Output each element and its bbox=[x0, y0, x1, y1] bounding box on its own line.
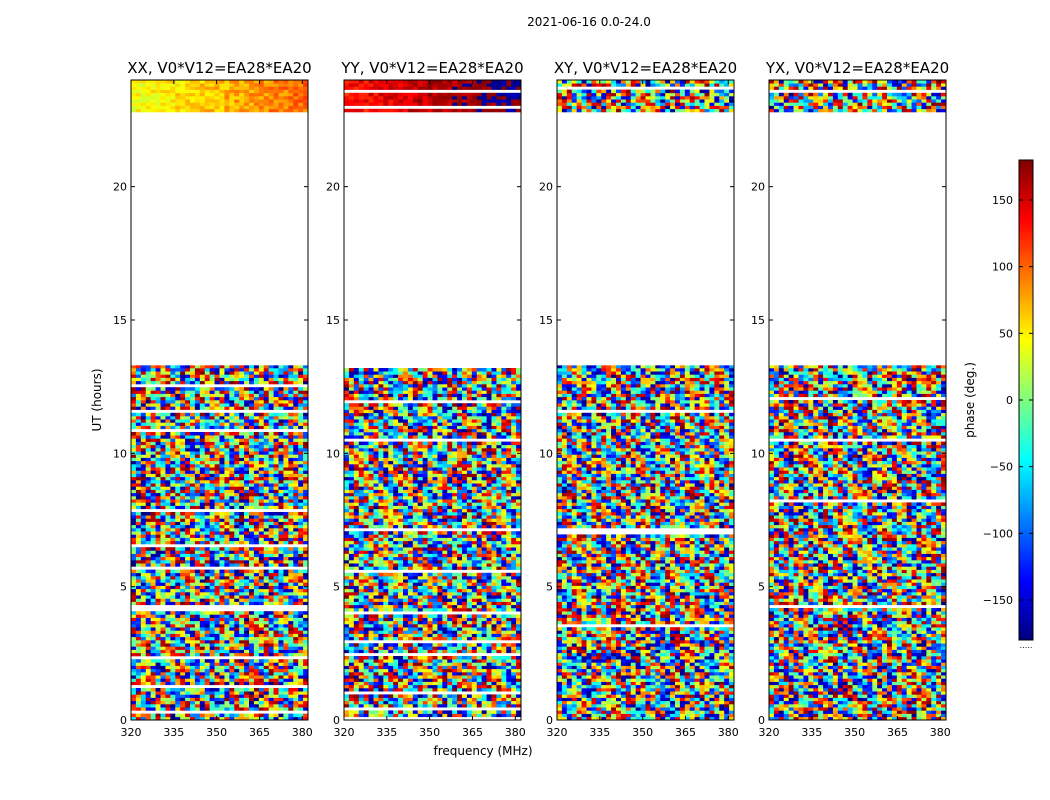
x-tick-label: 365 bbox=[249, 726, 270, 739]
x-tick-label: 335 bbox=[163, 726, 184, 739]
axes-frame bbox=[130, 79, 309, 721]
x-tick-label: 365 bbox=[675, 726, 696, 739]
colorbar-tick-label: 100 bbox=[992, 261, 1013, 274]
heatmap-yx bbox=[769, 80, 947, 721]
y-tick-label: 5 bbox=[546, 581, 553, 594]
x-tick-label: 350 bbox=[206, 726, 227, 739]
colorbar: 150 100 50 0 −50 −100 −150 phase (deg.) ..... bbox=[963, 159, 1034, 650]
y-tick-label: 15 bbox=[326, 314, 340, 327]
x-tick-label: 335 bbox=[801, 726, 822, 739]
y-tick-label: 0 bbox=[120, 714, 127, 727]
panel-title: YY, V0*V12=EA28*EA20 bbox=[340, 59, 523, 77]
panel-title: YX, V0*V12=EA28*EA20 bbox=[765, 59, 949, 77]
panel-xx: XX, V0*V12=EA28*EA20 320 335 350 365 380 0 5 10 1… bbox=[113, 59, 313, 739]
x-tick-label: 380 bbox=[718, 726, 739, 739]
colorbar-tick-label: 0 bbox=[1006, 394, 1013, 407]
axes-frame bbox=[343, 79, 522, 721]
y-tick-label: 15 bbox=[751, 314, 765, 327]
x-tick-label: 320 bbox=[547, 726, 568, 739]
y-tick-label: 0 bbox=[758, 714, 765, 727]
colorbar-tick-label: −50 bbox=[990, 461, 1013, 474]
axes-frame bbox=[768, 79, 947, 721]
y-tick-label: 20 bbox=[326, 181, 340, 194]
colorbar-bottom-mark: ..... bbox=[1020, 641, 1033, 650]
colorbar-ticks: 150 100 50 0 −50 −100 −150 bbox=[983, 194, 1033, 607]
x-tick-label: 350 bbox=[632, 726, 653, 739]
x-tick-label: 365 bbox=[462, 726, 483, 739]
y-tick-label: 5 bbox=[758, 581, 765, 594]
x-axis-label: frequency (MHz) bbox=[433, 744, 532, 758]
heatmap-xy bbox=[557, 80, 735, 721]
x-tick-label: 335 bbox=[589, 726, 610, 739]
axes-frame bbox=[556, 79, 735, 721]
colorbar-tick-label: 50 bbox=[999, 327, 1013, 340]
y-tick-label: 20 bbox=[751, 181, 765, 194]
panel-xy: XY, V0*V12=EA28*EA20 320 335 350 365 380 0 5 10 1… bbox=[539, 59, 739, 739]
y-tick-label: 15 bbox=[113, 314, 127, 327]
x-tick-label: 350 bbox=[844, 726, 865, 739]
panel-title: XX, V0*V12=EA28*EA20 bbox=[127, 59, 311, 77]
panels: XX, V0*V12=EA28*EA20 320 335 350 365 380 0 5 10 1… bbox=[113, 59, 951, 739]
y-axis-label: UT (hours) bbox=[90, 368, 104, 431]
x-tick-label: 335 bbox=[376, 726, 397, 739]
figure-title: 2021-06-16 0.0-24.0 bbox=[527, 15, 651, 29]
y-tick-label: 20 bbox=[113, 181, 127, 194]
x-tick-label: 320 bbox=[334, 726, 355, 739]
panel-yx: YX, V0*V12=EA28*EA20 320 335 350 365 380 0 5 10 1… bbox=[751, 59, 951, 739]
y-tick-label: 20 bbox=[539, 181, 553, 194]
x-tick-label: 380 bbox=[292, 726, 313, 739]
panel-title: XY, V0*V12=EA28*EA20 bbox=[554, 59, 737, 77]
y-tick-label: 0 bbox=[546, 714, 553, 727]
x-tick-label: 350 bbox=[419, 726, 440, 739]
x-tick-label: 380 bbox=[930, 726, 951, 739]
colorbar-tick-label: −150 bbox=[983, 594, 1013, 607]
y-tick-label: 10 bbox=[113, 447, 127, 460]
y-tick-label: 10 bbox=[326, 447, 340, 460]
x-tick-label: 320 bbox=[759, 726, 780, 739]
y-tick-label: 10 bbox=[751, 447, 765, 460]
y-tick-label: 0 bbox=[333, 714, 340, 727]
colorbar-label: phase (deg.) bbox=[963, 362, 977, 438]
x-tick-label: 380 bbox=[505, 726, 526, 739]
y-tick-label: 5 bbox=[120, 581, 127, 594]
x-tick-label: 365 bbox=[887, 726, 908, 739]
colorbar-tick-label: −100 bbox=[983, 527, 1013, 540]
heatmap-yy bbox=[344, 80, 522, 718]
y-tick-label: 5 bbox=[333, 581, 340, 594]
panel-yy: YY, V0*V12=EA28*EA20 320 335 350 365 380 0 5 10 1… bbox=[326, 59, 526, 739]
y-tick-label: 10 bbox=[539, 447, 553, 460]
x-tick-label: 320 bbox=[121, 726, 142, 739]
heatmap-xx bbox=[131, 80, 309, 721]
colorbar-tick-label: 150 bbox=[992, 194, 1013, 207]
y-tick-label: 15 bbox=[539, 314, 553, 327]
